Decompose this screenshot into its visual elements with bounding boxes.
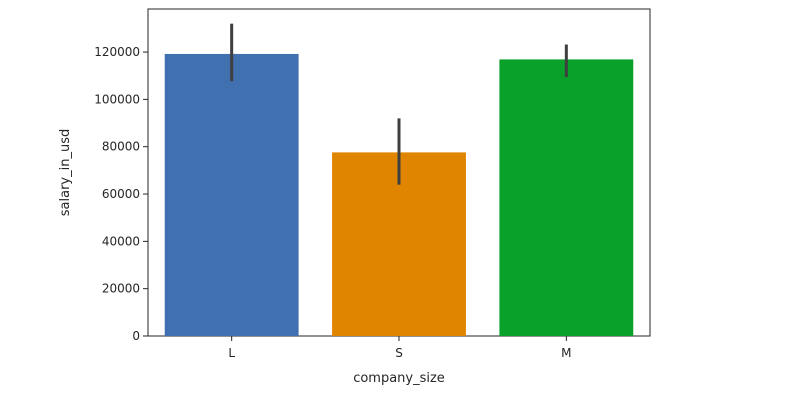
y-tick-label: 100000 [94,92,140,106]
y-tick-label: 80000 [102,140,140,154]
bars-group [164,53,634,337]
y-tick-label: 120000 [94,45,140,59]
y-tick-label: 0 [132,329,140,343]
x-axis-label: company_size [353,371,445,386]
bar-L [164,53,299,337]
y-axis: 0 20000 40000 60000 80000 100000 120000 [94,45,148,343]
x-tick-label-S: S [395,346,403,360]
y-tick-label: 60000 [102,187,140,201]
y-axis-label: salary_in_usd [58,129,73,216]
x-tick-label-L: L [228,346,235,360]
x-tick-label-M: M [561,346,571,360]
bar-M [499,59,634,337]
y-tick-label: 40000 [102,234,140,248]
error-bars-group [230,23,568,185]
y-tick-label: 20000 [102,282,140,296]
